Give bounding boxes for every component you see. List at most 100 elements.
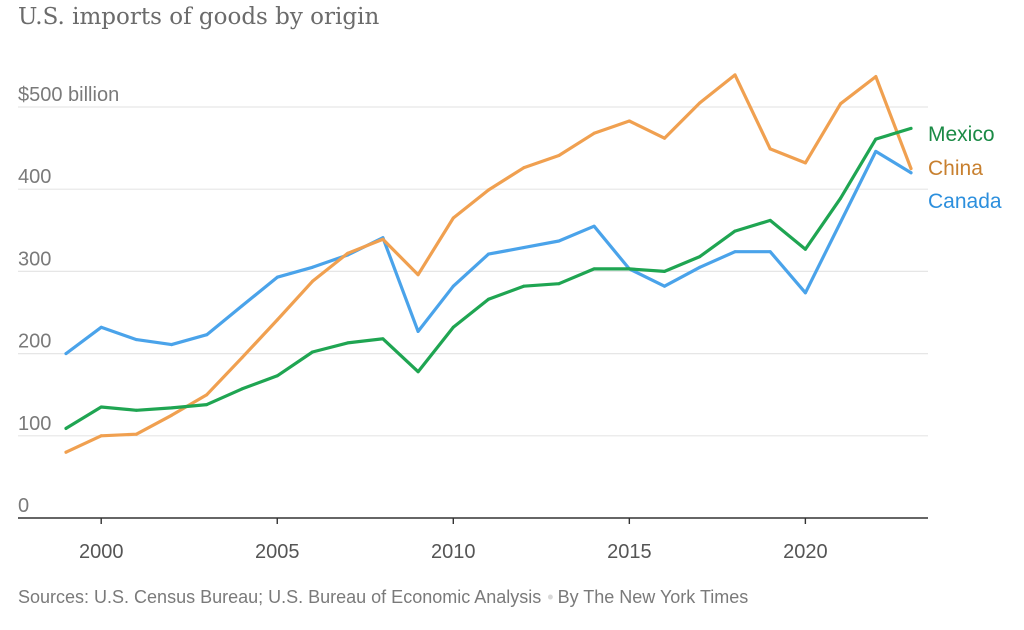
series-line-china — [64, 73, 913, 454]
data-point-canada-2014 — [592, 224, 596, 228]
data-point-canada-2006 — [311, 265, 314, 269]
data-point-canada-2000 — [99, 325, 103, 329]
data-point-canada-2002 — [170, 343, 174, 347]
data-point-mexico-2010 — [451, 325, 455, 329]
data-point-mexico-2013 — [557, 282, 561, 286]
data-point-mexico-1999 — [64, 426, 68, 430]
data-point-china-2013 — [557, 154, 561, 157]
legend-label-canada: Canada — [928, 190, 1002, 213]
data-point-mexico-2019 — [768, 218, 772, 222]
series-mexico — [64, 126, 913, 430]
data-point-mexico-2005 — [275, 374, 279, 378]
data-point-canada-2022 — [874, 149, 878, 153]
data-point-canada-2012 — [522, 246, 526, 250]
series-canada — [64, 149, 913, 356]
data-point-china-2007 — [346, 251, 350, 255]
legend: Mexico China Canada — [928, 123, 1002, 213]
chart-title: U.S. imports of goods by origin — [18, 4, 380, 30]
data-point-china-2004 — [240, 356, 244, 360]
x-tick-label-2010: 2010 — [431, 541, 476, 563]
data-point-mexico-2018 — [733, 229, 737, 233]
data-point-canada-2019 — [768, 250, 772, 254]
sources-credit: Sources: U.S. Census Bureau; U.S. Bureau… — [18, 587, 542, 607]
data-point-canada-2013 — [557, 239, 561, 243]
data-point-mexico-2007 — [346, 341, 350, 345]
data-point-china-2001 — [134, 432, 138, 436]
data-point-canada-2023 — [909, 171, 913, 175]
credit-separator: • — [547, 587, 554, 607]
data-point-mexico-2003 — [205, 403, 209, 407]
legend-label-mexico: Mexico — [928, 123, 995, 146]
data-point-china-2005 — [275, 318, 279, 322]
data-point-china-2009 — [416, 273, 420, 277]
data-point-mexico-2012 — [522, 284, 526, 288]
data-point-canada-2010 — [451, 284, 455, 288]
data-point-mexico-2016 — [663, 269, 666, 273]
data-point-canada-2005 — [275, 275, 279, 279]
y-tick-label-500: $500 billion — [18, 84, 119, 106]
data-point-canada-2003 — [205, 333, 209, 337]
byline-credit: By The New York Times — [557, 587, 749, 607]
y-tick-label-100: 100 — [18, 413, 51, 435]
data-point-mexico-2020 — [803, 247, 807, 251]
y-tick-label-400: 400 — [18, 166, 51, 188]
x-tick-label-2015: 2015 — [607, 541, 652, 563]
data-point-canada-2016 — [663, 284, 666, 288]
data-point-china-2010 — [451, 216, 455, 220]
data-point-mexico-2015 — [627, 267, 631, 271]
data-point-china-2017 — [698, 101, 702, 105]
data-point-china-2018 — [733, 73, 737, 77]
data-point-mexico-2011 — [487, 297, 490, 301]
data-point-mexico-2004 — [240, 387, 244, 391]
data-point-mexico-2002 — [170, 406, 174, 410]
data-point-mexico-2017 — [698, 255, 702, 259]
data-point-china-2019 — [768, 147, 772, 151]
data-point-china-2014 — [592, 131, 596, 135]
series-line-canada — [64, 149, 913, 356]
data-point-canada-2020 — [803, 291, 807, 295]
data-point-mexico-2008 — [381, 337, 385, 341]
data-point-china-2003 — [205, 393, 209, 397]
data-point-china-2006 — [311, 279, 314, 283]
data-point-china-2002 — [170, 413, 174, 417]
data-point-china-2000 — [99, 434, 103, 438]
y-tick-label-0: 0 — [18, 495, 29, 517]
data-point-canada-2018 — [733, 250, 737, 254]
data-point-mexico-2001 — [134, 408, 138, 412]
x-tick-label-2005: 2005 — [255, 541, 300, 563]
data-point-china-2008 — [381, 237, 385, 241]
x-tick-label-2000: 2000 — [79, 541, 124, 563]
data-point-china-2021 — [839, 102, 843, 106]
data-point-canada-1999 — [64, 352, 68, 356]
data-point-canada-2021 — [839, 220, 843, 224]
y-axis-labels: $500 billion 400 300 200 100 0 — [18, 84, 119, 517]
gridlines — [18, 106, 928, 437]
data-point-mexico-2023 — [909, 126, 913, 130]
y-tick-label-300: 300 — [18, 248, 51, 270]
data-point-china-2011 — [487, 188, 490, 192]
data-point-mexico-2021 — [839, 196, 843, 200]
data-point-mexico-2000 — [99, 405, 103, 409]
series-china — [64, 73, 913, 454]
legend-label-china: China — [928, 157, 983, 180]
series-line-mexico — [64, 126, 913, 430]
data-point-mexico-2014 — [592, 267, 596, 271]
series-lines — [64, 73, 913, 454]
data-point-china-2012 — [522, 166, 526, 170]
y-tick-label-200: 200 — [18, 331, 51, 353]
data-point-canada-2009 — [416, 329, 420, 333]
data-point-china-2015 — [627, 119, 631, 123]
data-point-mexico-2006 — [311, 350, 314, 354]
data-point-canada-2001 — [134, 338, 138, 342]
data-point-china-2020 — [803, 161, 807, 165]
data-point-canada-2011 — [487, 252, 490, 256]
data-point-china-2022 — [874, 75, 878, 79]
x-axis — [18, 517, 928, 524]
data-point-mexico-2009 — [416, 370, 420, 374]
data-point-canada-2017 — [698, 265, 702, 269]
data-point-china-2023 — [909, 167, 913, 171]
data-point-china-1999 — [64, 450, 68, 454]
x-tick-label-2020: 2020 — [783, 541, 828, 563]
x-axis-labels: 2000 2005 2010 2015 2020 — [79, 541, 828, 563]
